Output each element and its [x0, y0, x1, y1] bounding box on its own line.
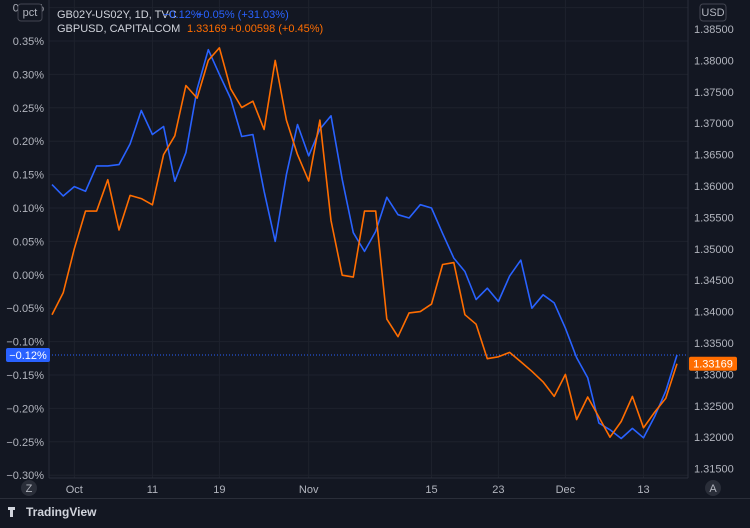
- right-tick-label: 1.38000: [694, 55, 734, 67]
- right-unit-label: USD: [701, 7, 724, 19]
- left-tick-label: 0.25%: [13, 103, 44, 115]
- series-line-spread: [51, 48, 678, 440]
- right-tick-label: 1.35500: [694, 212, 734, 224]
- left-tick-label: 0.00%: [13, 270, 44, 282]
- legend-series-1-name: GB02Y-US02Y, 1D, TVC: [57, 9, 177, 21]
- legend-series-2-change: +0.00598 (+0.45%): [229, 23, 323, 35]
- legend-series-1-change: +0.05% (+31.03%): [197, 9, 289, 21]
- left-tick-label: 0.35%: [13, 36, 44, 48]
- tradingview-logo-icon: [8, 507, 22, 517]
- z-button-label: Z: [26, 483, 33, 495]
- right-last-value-badge: 1.33169: [689, 356, 737, 371]
- right-tick-label: 1.32000: [694, 432, 734, 444]
- time-tick-label: Dec: [556, 484, 576, 496]
- z-button[interactable]: Z: [21, 480, 37, 496]
- left-tick-label: 0.05%: [13, 236, 44, 248]
- time-tick-label: Nov: [299, 484, 319, 496]
- left-unit-button[interactable]: pct: [17, 3, 43, 22]
- left-tick-label: −0.05%: [6, 303, 44, 315]
- time-tick-label: 23: [492, 484, 504, 496]
- right-tick-label: 1.36000: [694, 181, 734, 193]
- left-tick-label: −0.20%: [6, 403, 44, 415]
- time-axis-ticks: Oct 11 19 Nov 15 23 Dec 13: [66, 484, 650, 496]
- tradingview-footer: TradingView: [0, 498, 750, 528]
- left-axis-ticks: 0.40%0.35%0.30%0.25%0.20%0.15%0.10%0.05%…: [6, 3, 44, 483]
- right-unit-button[interactable]: USD: [699, 3, 727, 22]
- left-last-value-badge: −0.12%: [6, 347, 50, 362]
- right-tick-label: 1.34500: [694, 275, 734, 287]
- left-unit-label: pct: [23, 7, 38, 19]
- legend[interactable]: GB02Y-US02Y, 1D, TVC −0.12% +0.05% (+31.…: [57, 9, 323, 35]
- left-tick-label: −0.15%: [6, 370, 44, 382]
- right-last-value: 1.33169: [693, 359, 733, 371]
- legend-series-1-value: −0.12%: [163, 9, 201, 21]
- left-tick-label: −0.10%: [6, 337, 44, 349]
- right-tick-label: 1.35000: [694, 244, 734, 256]
- right-tick-label: 1.34000: [694, 307, 734, 319]
- time-tick-label: 11: [147, 484, 158, 496]
- time-tick-label: Oct: [66, 484, 83, 496]
- grid: [49, 0, 688, 478]
- right-tick-label: 1.37500: [694, 87, 734, 99]
- legend-series-2-value: 1.33169: [187, 23, 227, 35]
- right-tick-label: 1.36500: [694, 150, 734, 162]
- left-tick-label: 0.10%: [13, 203, 44, 215]
- series-line-gbpusd: [51, 46, 678, 439]
- left-tick-label: −0.25%: [6, 437, 44, 449]
- right-axis-ticks: 1.38500 1.38000 1.37500 1.37000 1.36500 1.360…: [694, 24, 734, 476]
- right-tick-label: 1.33500: [694, 338, 734, 350]
- left-tick-label: 0.30%: [13, 69, 44, 81]
- chart-background: [0, 0, 750, 498]
- series-group: [51, 46, 678, 440]
- legend-series-2-name: GBPUSD, CAPITALCOM: [57, 23, 180, 35]
- right-tick-label: 1.33000: [694, 369, 734, 381]
- left-last-value: −0.12%: [9, 350, 47, 362]
- time-tick-label: 15: [425, 484, 437, 496]
- left-tick-label: −0.30%: [6, 470, 44, 482]
- time-tick-label: 13: [637, 484, 649, 496]
- time-tick-label: 19: [213, 484, 225, 496]
- a-button-label: A: [709, 483, 717, 495]
- right-tick-label: 1.32500: [694, 401, 734, 413]
- tradingview-brand: TradingView: [26, 505, 97, 519]
- left-tick-label: 0.20%: [13, 136, 44, 148]
- right-tick-label: 1.37000: [694, 118, 734, 130]
- a-button[interactable]: A: [705, 480, 721, 496]
- left-tick-label: 0.15%: [13, 170, 44, 182]
- right-tick-label: 1.31500: [694, 464, 734, 476]
- right-tick-label: 1.38500: [694, 24, 734, 36]
- tradingview-logo[interactable]: TradingView: [8, 505, 96, 519]
